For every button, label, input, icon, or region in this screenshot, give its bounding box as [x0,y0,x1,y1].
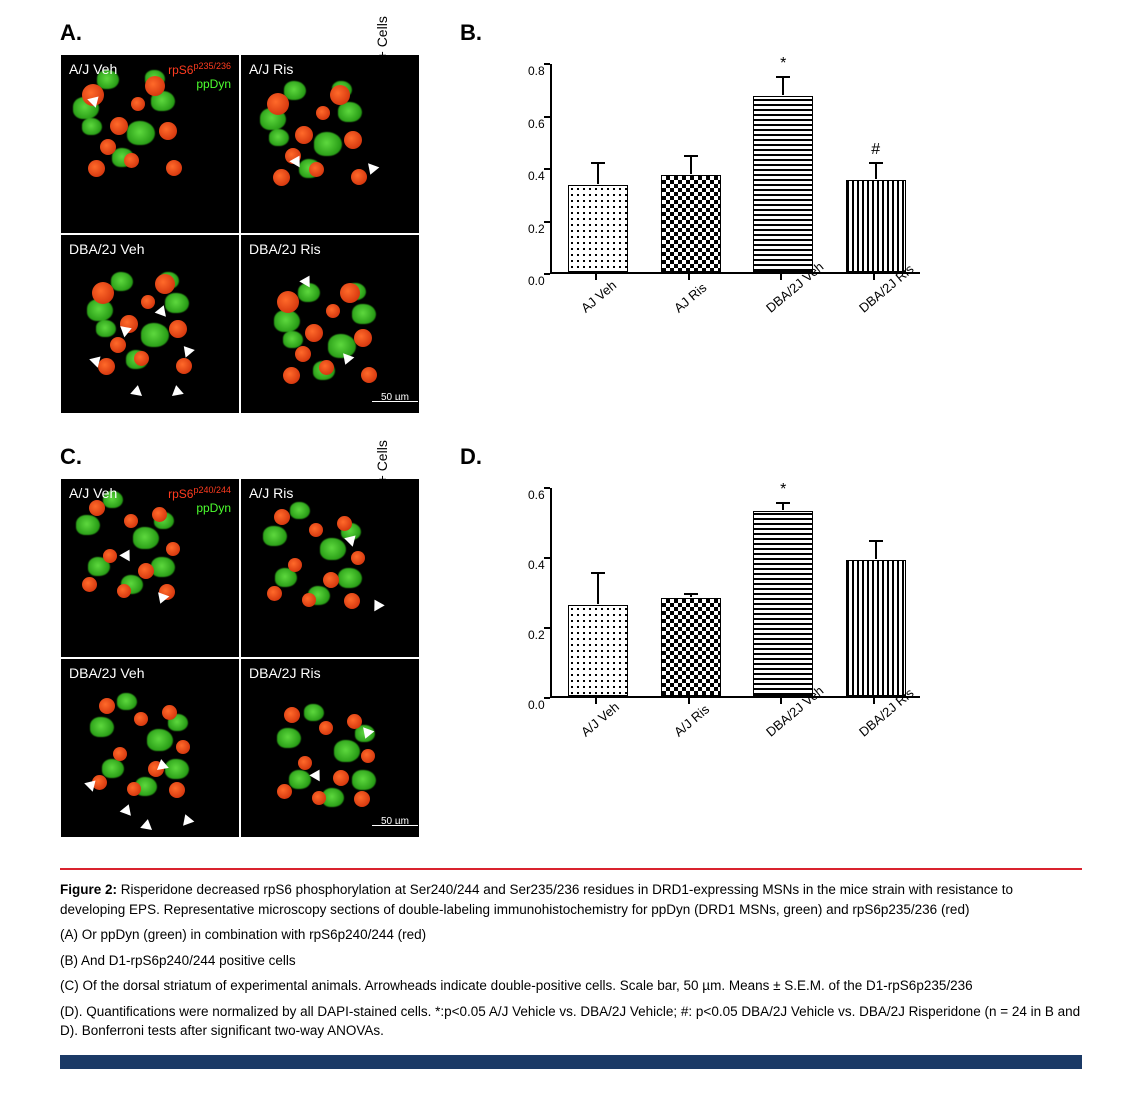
x-tick-label: A/J Ris [671,702,712,740]
arrowhead-icon [180,812,195,826]
arrowhead-icon [340,353,355,367]
bar: * [753,96,813,272]
marker-legend: rpS6p235/236ppDyn [168,61,231,92]
bar-chart-B: *#ppDyn+ S235/236+ Cells(% of DAPI)0.00.… [480,54,960,334]
bar-chart-D: *ppDyn+ S240/244+ Cells(% of DAPI)0.00.2… [480,478,960,758]
plot-area: * [550,488,920,698]
panel-D-label: D. [460,444,960,470]
caption-lead-bold: Figure 2: [60,882,117,897]
microscopy-cell: DBA/2J Veh [61,235,239,413]
y-tick-label: 0.2 [528,222,545,236]
bar [846,560,906,697]
panel-B: B. *#ppDyn+ S235/236+ Cells(% of DAPI)0.… [460,20,960,334]
panel-A-label: A. [60,20,420,46]
scale-bar: 50 µm [381,814,409,827]
bar: # [846,180,906,272]
microscopy-cell-label: DBA/2J Veh [69,241,145,257]
microscopy-cell-label: DBA/2J Ris [249,665,321,681]
arrowhead-icon [140,818,154,830]
panel-A: A. A/J Veh rpS6p235/236ppDyn A/J Ris DBA/2J… [60,20,420,414]
bar [661,175,721,272]
microscopy-grid-C: A/J Veh rpS6p240/244ppDyn A/J Ris DBA/2J Ve… [60,478,420,838]
bar [661,598,721,696]
microscopy-cell-label: A/J Veh [69,61,117,77]
arrowhead-icon [309,767,324,782]
bar: * [753,511,813,697]
microscopy-cell: DBA/2J Ris 50 µm [241,235,419,413]
microscopy-grid-A: A/J Veh rpS6p235/236ppDyn A/J Ris DBA/2J Ve… [60,54,420,414]
y-tick-label: 0.0 [528,698,545,712]
figure-row-2: C. A/J Veh rpS6p240/244ppDyn A/J Ris DBA/2J… [60,444,1082,838]
significance-marker: * [780,481,786,499]
y-tick-label: 0.6 [528,117,545,131]
y-tick-label: 0.4 [528,558,545,572]
panel-C-label: C. [60,444,420,470]
arrowhead-icon [179,342,195,357]
caption-line-D: (D). Quantifications were normalized by … [60,1002,1082,1041]
arrowhead-icon [170,384,184,396]
microscopy-cell-label: DBA/2J Veh [69,665,145,681]
marker-legend: rpS6p240/244ppDyn [168,485,231,516]
arrowhead-icon [120,802,135,816]
caption-line-A: (A) Or ppDyn (green) in combination with… [60,925,1082,945]
panel-D: D. *ppDyn+ S240/244+ Cells(% of DAPI)0.0… [460,444,960,758]
microscopy-cell: DBA/2J Veh [61,659,239,837]
y-tick-label: 0.8 [528,64,545,78]
figure-caption: Figure 2: Risperidone decreased rpS6 pho… [60,880,1082,1041]
bar [568,185,628,272]
microscopy-cell: DBA/2J Ris 50 µm [241,659,419,837]
figure-row-1: A. A/J Veh rpS6p235/236ppDyn A/J Ris DBA/2J… [60,20,1082,414]
y-tick-label: 0.0 [528,274,545,288]
x-tick-label: AJ Ris [671,280,709,316]
microscopy-cell-label: A/J Ris [249,61,293,77]
caption-line-C: (C) Of the dorsal striatum of experiment… [60,976,1082,996]
caption-line-B: (B) And D1-rpS6p240/244 positive cells [60,951,1082,971]
divider-red [60,868,1082,870]
y-tick-label: 0.4 [528,169,545,183]
divider-navy [60,1055,1082,1069]
microscopy-cell: A/J Veh rpS6p235/236ppDyn [61,55,239,233]
microscopy-cell-label: A/J Ris [249,485,293,501]
y-axis-title: ppDyn+ S240/244+ Cells(% of DAPI) [374,418,406,618]
significance-marker: * [780,55,786,73]
bar [568,605,628,696]
scale-bar: 50 µm [381,390,409,403]
microscopy-cell-label: DBA/2J Ris [249,241,321,257]
plot-area: *# [550,64,920,274]
panel-C: C. A/J Veh rpS6p240/244ppDyn A/J Ris DBA/2J… [60,444,420,838]
y-tick-label: 0.6 [528,488,545,502]
x-tick-label: AJ Veh [578,278,619,316]
microscopy-cell-label: A/J Veh [69,485,117,501]
y-axis-title: ppDyn+ S235/236+ Cells(% of DAPI) [374,0,406,194]
caption-lead-rest: Risperidone decreased rpS6 phosphorylati… [60,882,1013,917]
panel-B-label: B. [460,20,960,46]
arrowhead-icon [119,547,134,562]
significance-marker: # [871,141,880,159]
microscopy-cell: A/J Veh rpS6p240/244ppDyn [61,479,239,657]
arrowhead-icon [155,758,169,770]
arrowhead-icon [130,384,144,396]
x-tick-label: A/J Veh [578,699,622,739]
y-tick-label: 0.2 [528,628,545,642]
